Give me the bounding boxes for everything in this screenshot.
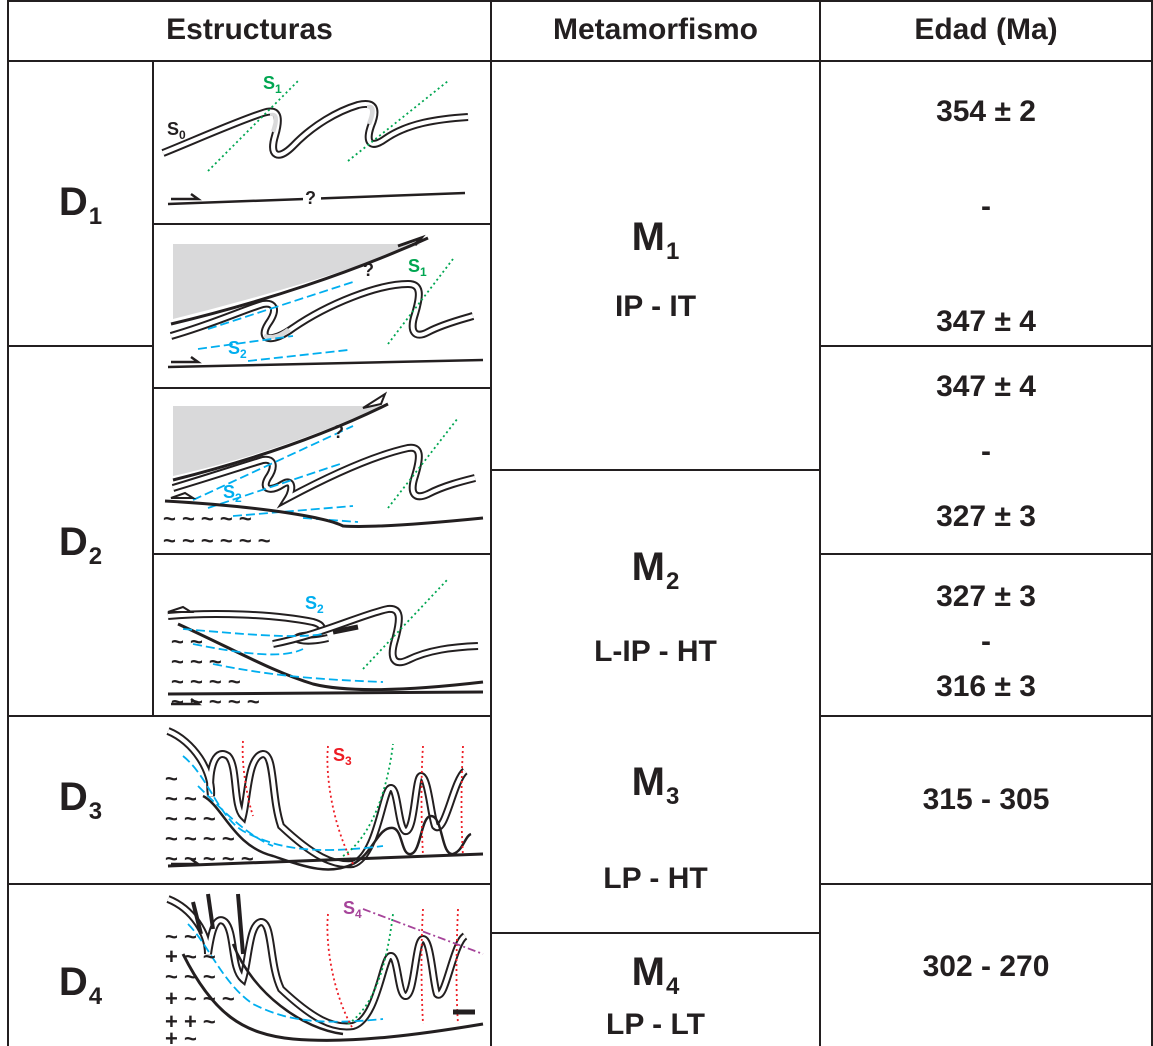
phase-d3-label: D3 bbox=[58, 775, 103, 825]
age-d3: 315 - 305 bbox=[922, 783, 1050, 816]
label-s1b: S1 bbox=[408, 256, 427, 279]
svg-text:~ ~: ~ ~ bbox=[165, 786, 197, 811]
svg-text:+ ~ ~: + ~ ~ bbox=[165, 944, 216, 969]
s3-cleavage bbox=[241, 740, 464, 865]
age-d1-bottom: 347 ± 4 bbox=[936, 305, 1036, 338]
sketch-d1-folds: ? S0 S1 bbox=[161, 73, 469, 208]
age-d2b-top: 327 ± 3 bbox=[936, 580, 1036, 613]
phase-d1-label: D1 bbox=[58, 180, 103, 230]
metamorphism-m1-conditions: IP - IT bbox=[614, 290, 697, 323]
svg-text:?: ? bbox=[333, 422, 344, 442]
age-d2a-mid: - bbox=[981, 435, 991, 468]
metamorphism-m1-label: M1 bbox=[631, 215, 680, 265]
s2-cleavage bbox=[197, 281, 354, 362]
sketch-d1-d2-thrust: ? S1 S2 bbox=[167, 234, 484, 369]
label-s1: S1 bbox=[263, 73, 282, 96]
sketch-d2-extension: ~ ~ ~ ~ ~ ~ ~ ~ ~ ~ ~ ? S2 bbox=[163, 391, 484, 553]
metamorphism-m4-conditions: LP - LT bbox=[606, 1008, 705, 1041]
svg-text:~ ~ ~ ~ ~: ~ ~ ~ ~ ~ bbox=[163, 506, 252, 531]
migmatite-symbols: ~ ~ ~ ~ ~ ~ ~ ~ ~ ~ ~ bbox=[163, 506, 271, 553]
svg-text:+ ~: + ~ bbox=[165, 1026, 197, 1046]
sketch-d3-folds: ~ ~ ~ ~ ~ ~ ~ ~ ~ ~ ~ ~ ~ ~ ~ S3 bbox=[165, 727, 484, 871]
svg-text:~: ~ bbox=[165, 766, 178, 791]
svg-text:~ ~ ~ ~ ~ ~: ~ ~ ~ ~ ~ ~ bbox=[163, 528, 271, 553]
metamorphism-m4-label: M4 bbox=[631, 950, 680, 1000]
age-d2a-bottom: 327 ± 3 bbox=[936, 500, 1036, 533]
s4-cleavage bbox=[362, 908, 484, 955]
svg-text:+ + ~: + + ~ bbox=[165, 1009, 216, 1034]
label-s4: S4 bbox=[343, 898, 362, 921]
header-age: Edad (Ma) bbox=[914, 13, 1058, 46]
label-s2: S2 bbox=[228, 338, 247, 361]
header-structures: Estructuras bbox=[166, 13, 333, 46]
metamorphism-m2-conditions: L-IP - HT bbox=[594, 635, 717, 668]
age-d4: 302 - 270 bbox=[922, 950, 1050, 983]
svg-text:+ ~ ~ ~: + ~ ~ ~ bbox=[165, 986, 235, 1011]
age-d1-top: 354 ± 2 bbox=[936, 95, 1036, 128]
age-d2a-top: 347 ± 4 bbox=[936, 370, 1036, 403]
metamorphism-m3-conditions: LP - HT bbox=[603, 862, 708, 895]
age-d2b-bottom: 316 ± 3 bbox=[936, 670, 1036, 703]
phase-d4-label: D4 bbox=[58, 960, 103, 1010]
svg-text:~ ~ ~ ~ ~: ~ ~ ~ ~ ~ bbox=[171, 689, 260, 714]
label-s2b: S2 bbox=[223, 482, 242, 505]
svg-text:~ ~: ~ ~ bbox=[171, 629, 203, 654]
age-d2b-mid: - bbox=[981, 625, 991, 658]
svg-text:~ ~ ~: ~ ~ ~ bbox=[165, 964, 216, 989]
svg-text:~ ~ ~ ~: ~ ~ ~ ~ bbox=[165, 826, 235, 851]
svg-text:~ ~ ~ ~: ~ ~ ~ ~ bbox=[171, 669, 241, 694]
svg-text:~ ~ ~: ~ ~ ~ bbox=[171, 649, 222, 674]
svg-text:~ ~: ~ ~ bbox=[165, 924, 197, 949]
s1-cleavage bbox=[207, 80, 449, 172]
metamorphism-m3-label: M3 bbox=[631, 760, 680, 810]
label-s0: S0 bbox=[167, 119, 186, 142]
age-d1-mid: - bbox=[981, 190, 991, 223]
sketch-d4-folds: ~ ~ + ~ ~ ~ ~ ~ + ~ ~ ~ + + ~ + ~ S4 bbox=[165, 893, 484, 1046]
label-s3: S3 bbox=[333, 745, 352, 768]
sketch-d2-detachment: ~ ~ ~ ~ ~ ~ ~ ~ ~ ~ ~ ~ ~ ~ S2 bbox=[167, 578, 484, 714]
label-s2c: S2 bbox=[305, 593, 324, 616]
svg-text:~ ~ ~ ~ ~: ~ ~ ~ ~ ~ bbox=[165, 846, 254, 871]
svg-text:~ ~ ~: ~ ~ ~ bbox=[165, 806, 216, 831]
svg-text:?: ? bbox=[363, 260, 374, 280]
metamorphism-m2-label: M2 bbox=[631, 545, 680, 595]
unknown-mark: ? bbox=[305, 188, 316, 208]
header-metamorphism: Metamorfismo bbox=[552, 13, 759, 46]
phase-d2-label: D2 bbox=[58, 520, 103, 570]
